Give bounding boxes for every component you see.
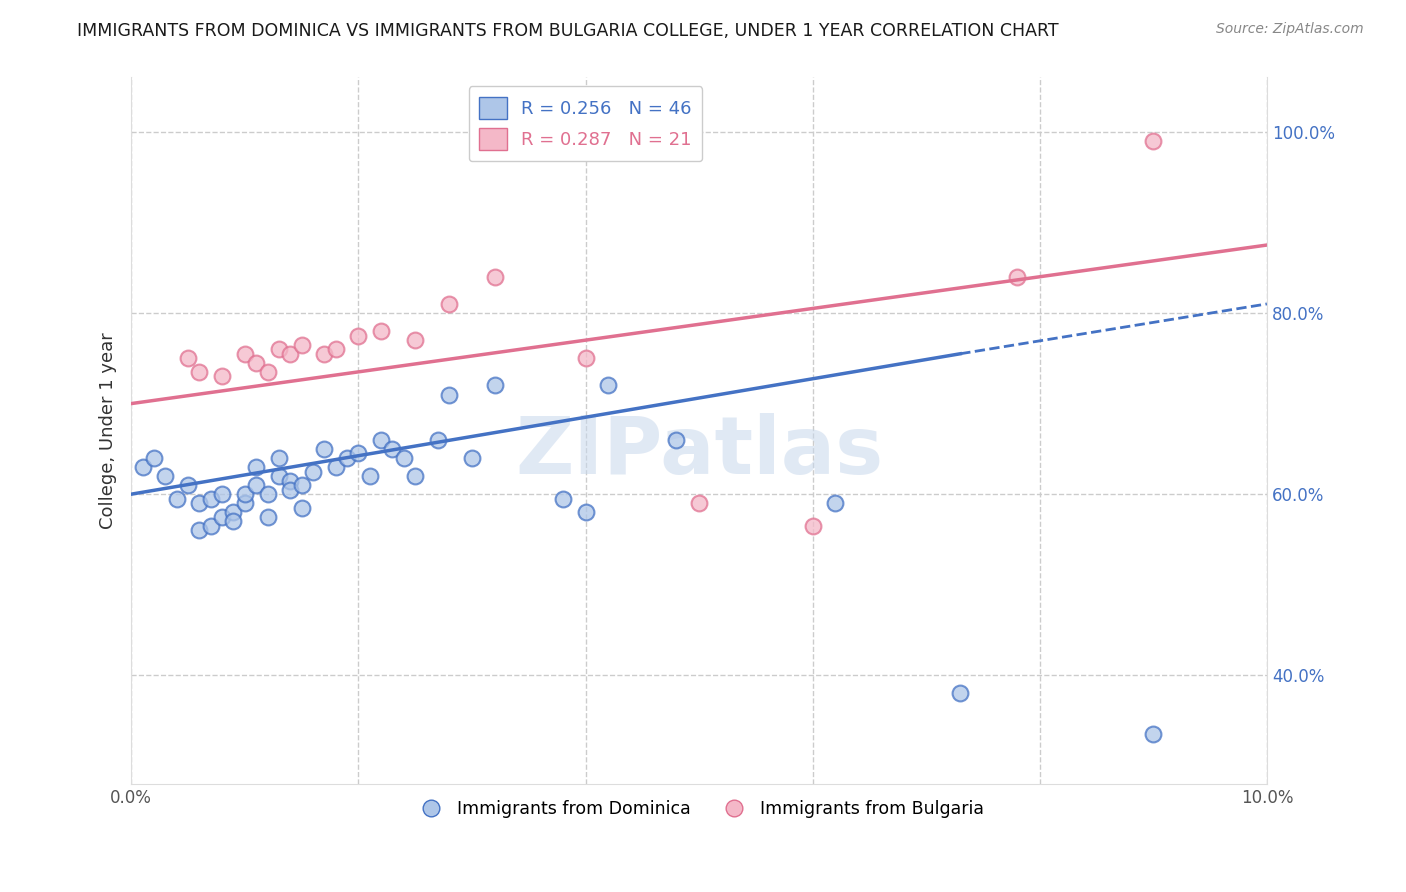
Point xyxy=(336,450,359,465)
Point xyxy=(347,328,370,343)
Text: ZIPatlas: ZIPatlas xyxy=(515,413,883,491)
Point xyxy=(245,460,267,475)
Point xyxy=(484,269,506,284)
Point xyxy=(688,496,710,510)
Point xyxy=(801,519,824,533)
Point xyxy=(574,505,596,519)
Point xyxy=(245,478,267,492)
Point xyxy=(188,496,211,510)
Point xyxy=(131,460,153,475)
Text: IMMIGRANTS FROM DOMINICA VS IMMIGRANTS FROM BULGARIA COLLEGE, UNDER 1 YEAR CORRE: IMMIGRANTS FROM DOMINICA VS IMMIGRANTS F… xyxy=(77,22,1059,40)
Point xyxy=(278,347,301,361)
Point xyxy=(267,450,290,465)
Point xyxy=(222,514,245,528)
Point xyxy=(381,442,404,456)
Point xyxy=(598,378,620,392)
Point xyxy=(426,433,449,447)
Point xyxy=(188,365,211,379)
Point xyxy=(188,524,211,538)
Point xyxy=(574,351,596,366)
Point xyxy=(211,487,233,501)
Point xyxy=(325,460,347,475)
Point xyxy=(278,483,301,497)
Point xyxy=(824,496,846,510)
Point xyxy=(143,450,166,465)
Point xyxy=(949,686,972,700)
Point xyxy=(291,500,314,515)
Point xyxy=(200,519,222,533)
Point xyxy=(211,369,233,384)
Point xyxy=(245,356,267,370)
Point xyxy=(267,469,290,483)
Point xyxy=(278,474,301,488)
Point xyxy=(177,351,200,366)
Text: Source: ZipAtlas.com: Source: ZipAtlas.com xyxy=(1216,22,1364,37)
Point xyxy=(256,365,278,379)
Point xyxy=(233,487,256,501)
Point xyxy=(1142,727,1164,741)
Point xyxy=(1142,134,1164,148)
Point xyxy=(155,469,177,483)
Point xyxy=(256,487,278,501)
Y-axis label: College, Under 1 year: College, Under 1 year xyxy=(100,333,117,529)
Point xyxy=(166,491,188,506)
Point xyxy=(1005,269,1028,284)
Point xyxy=(256,509,278,524)
Point xyxy=(291,478,314,492)
Point xyxy=(177,478,200,492)
Point xyxy=(211,509,233,524)
Point xyxy=(200,491,222,506)
Point xyxy=(404,469,426,483)
Point xyxy=(439,297,461,311)
Point xyxy=(222,505,245,519)
Point xyxy=(314,347,336,361)
Point xyxy=(314,442,336,456)
Point xyxy=(665,433,688,447)
Point xyxy=(461,450,484,465)
Point xyxy=(404,333,426,347)
Point xyxy=(347,446,370,460)
Point xyxy=(302,465,325,479)
Point xyxy=(551,491,574,506)
Point xyxy=(484,378,506,392)
Point xyxy=(233,496,256,510)
Point xyxy=(291,337,314,351)
Point xyxy=(439,387,461,401)
Point xyxy=(325,343,347,357)
Legend: Immigrants from Dominica, Immigrants from Bulgaria: Immigrants from Dominica, Immigrants fro… xyxy=(406,793,991,825)
Point xyxy=(233,347,256,361)
Point xyxy=(267,343,290,357)
Point xyxy=(392,450,415,465)
Point xyxy=(370,324,392,338)
Point xyxy=(359,469,381,483)
Point xyxy=(370,433,392,447)
